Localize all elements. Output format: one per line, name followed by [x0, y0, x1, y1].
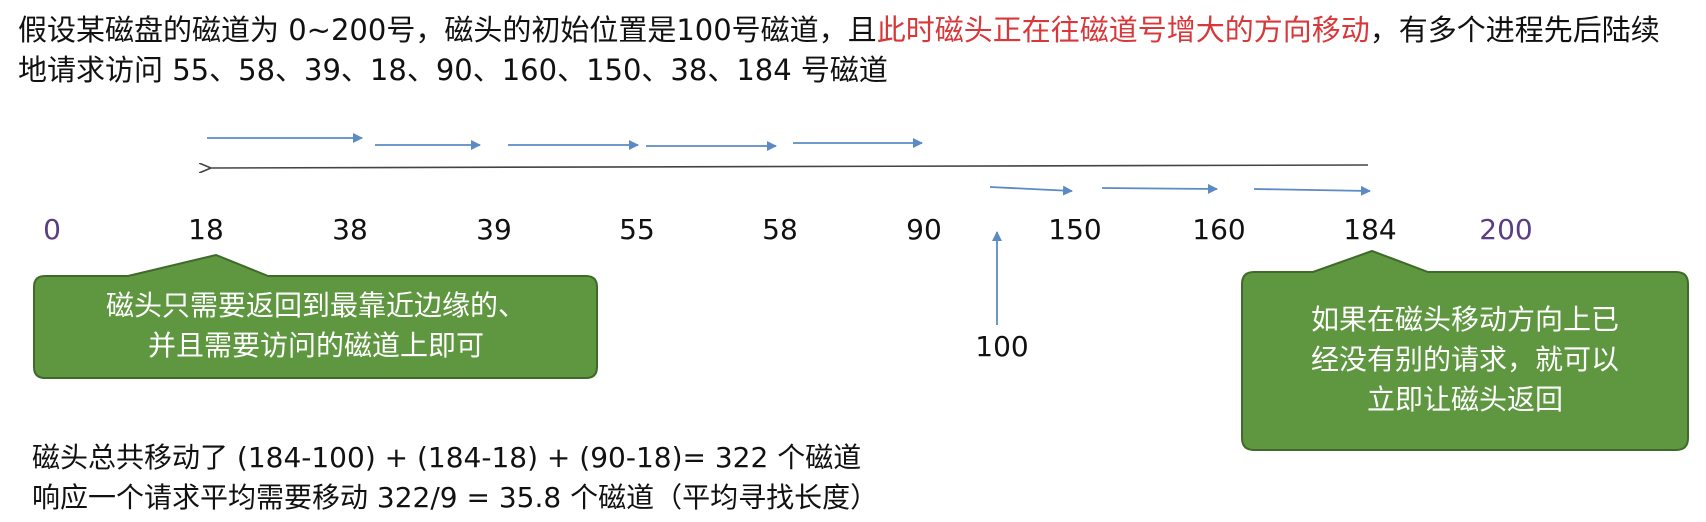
track-label-0: 0 [43, 213, 61, 246]
summary-average: 响应一个请求平均需要移动 322/9 = 35.8 个磁道（平均寻找长度） [32, 481, 879, 514]
track-label-184: 184 [1343, 213, 1397, 246]
intro-text-1: 假设某磁盘的磁道为 0~200号，磁头的初始位置是100号磁道，且 [18, 13, 877, 47]
move-arrow-160-184 [1253, 185, 1371, 196]
callout-right-shape [1241, 249, 1689, 451]
track-label-200: 200 [1479, 213, 1533, 246]
track-label-58: 58 [762, 213, 798, 246]
track-label-90: 90 [906, 213, 942, 246]
track-label-39: 39 [476, 213, 512, 246]
callout-left-line-2: 并且需要访问的磁道上即可 [147, 329, 484, 362]
problem-statement: 假设某磁盘的磁道为 0~200号，磁头的初始位置是100号磁道，且此时磁头正在往… [18, 10, 1678, 90]
callout-right-line-1: 如果在磁头移动方向上已 [1310, 303, 1619, 336]
summary: 磁头总共移动了 (184-100) + (184-18) + (90-18)= … [32, 438, 878, 518]
callout-left-text: 磁头只需要返回到最靠近边缘的、 并且需要访问的磁道上即可 [36, 286, 596, 366]
callout-right-line-2: 经没有别的请求，就可以 [1310, 343, 1619, 376]
summary-total: 磁头总共移动了 (184-100) + (184-18) + (90-18)= … [32, 441, 862, 474]
move-arrow-100-150 [989, 185, 1073, 196]
intro-highlight: 此时磁头正在往磁道号增大的方向移动 [876, 13, 1370, 47]
track-label-160: 160 [1192, 213, 1246, 246]
track-label-150: 150 [1048, 213, 1102, 246]
callout-left-shape [33, 253, 598, 379]
callout-left-line-1: 磁头只需要返回到最靠近边缘的、 [105, 289, 526, 322]
track-label-38: 38 [332, 213, 368, 246]
return-line [210, 165, 1369, 168]
start-position-label: 100 [975, 330, 1029, 363]
move-arrow-150-160 [1101, 183, 1218, 194]
intro-text-2: ，有多个进程先后陆续地请求访问 55、58、39、18、90、160、150、3… [18, 13, 1660, 87]
callout-right-text: 如果在磁头移动方向上已 经没有别的请求，就可以 立即让磁头返回 [1244, 300, 1686, 420]
track-label-18: 18 [188, 213, 224, 246]
callout-right-line-3: 立即让磁头返回 [1366, 383, 1563, 416]
track-label-55: 55 [619, 213, 655, 246]
